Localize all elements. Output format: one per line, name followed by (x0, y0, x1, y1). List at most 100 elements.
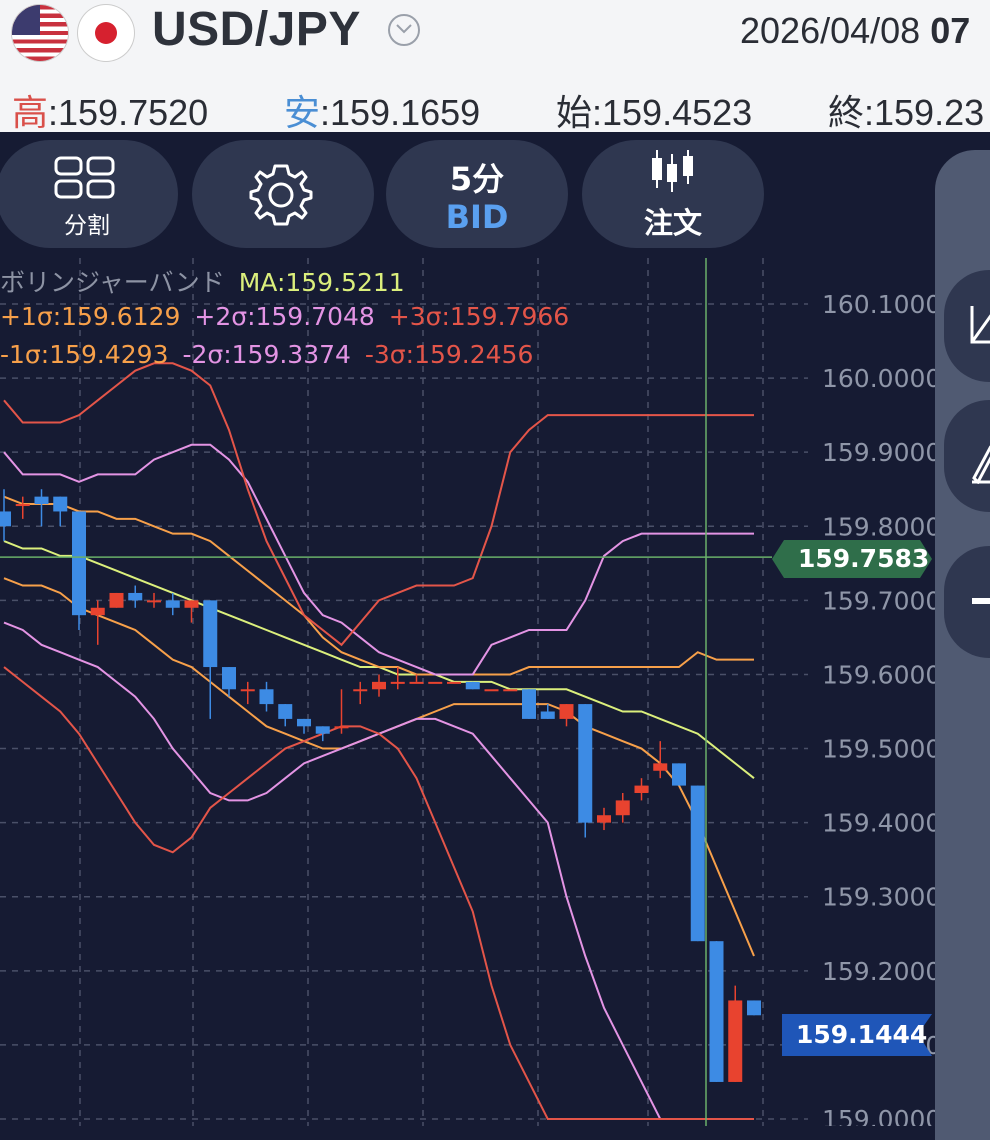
candle-body (728, 1000, 743, 1082)
y-tick-label: 159.2000 (822, 957, 935, 986)
candle-body (428, 681, 443, 684)
date-text: 2026/04/08 (740, 10, 921, 51)
order-label: 注文 (643, 206, 702, 240)
candle-body (222, 667, 236, 690)
time-text: 07 (930, 10, 971, 51)
grid-icon (54, 156, 115, 199)
plus1-sigma: +1σ:159.6129 (0, 302, 181, 331)
candle-body (690, 785, 705, 942)
band-line-x2x (3, 443, 754, 676)
price-type-label: BID (445, 198, 509, 236)
candle-body (278, 704, 293, 719)
chevron-down-icon[interactable] (388, 14, 420, 46)
candle-body (147, 600, 161, 603)
candle-body (259, 689, 274, 705)
candle-body (297, 718, 311, 727)
timestamp: 2026/04/08 07 (740, 10, 970, 52)
candle-body (390, 681, 405, 684)
high-value: :159.7520 (48, 92, 209, 133)
candle-body (72, 511, 86, 616)
minus-icon (972, 598, 990, 604)
period-button[interactable]: 5分 BID (386, 140, 568, 248)
candle-body (184, 600, 199, 608)
y-tick-label: 159.0000 (822, 1105, 935, 1126)
candle-body (165, 600, 180, 608)
candle-body (203, 600, 218, 668)
candle-body (409, 681, 424, 684)
crosshair-price-tag: 159.7583 (772, 540, 932, 578)
split-view-button[interactable]: 分割 (0, 140, 178, 248)
y-tick-label: 159.7000 (822, 586, 935, 615)
jp-flag-icon (78, 5, 134, 61)
candle-body (634, 785, 649, 793)
high-label: 高 (12, 92, 49, 133)
y-tick-label: 159.5000 (822, 735, 935, 764)
open-label: 始 (556, 92, 593, 133)
candle-body (315, 726, 330, 734)
close-value: :159.23 (864, 92, 985, 133)
split-label: 分割 (64, 213, 110, 239)
ohlc-low: 安:159.1659 (284, 84, 480, 136)
candle-body (447, 681, 461, 684)
candle-body (597, 815, 611, 823)
y-tick-label: 160.0000 (822, 364, 935, 393)
close-label: 終 (828, 92, 865, 133)
candle-body (240, 689, 255, 692)
y-tick-label: 159.6000 (822, 660, 935, 689)
candle-body (90, 607, 105, 616)
crosshair-price: 159.7583 (798, 544, 930, 573)
band-line-x3x (3, 666, 754, 1120)
y-tick-label: 159.3000 (822, 883, 935, 912)
ma-value: MA:159.5211 (238, 268, 405, 297)
indicator-legend-row1: ボリンジャーバンド MA:159.5211 (0, 263, 405, 299)
band-line-x1x (3, 495, 754, 676)
candle-body (503, 689, 518, 692)
low-value: :159.1659 (320, 92, 481, 133)
current-price: 159.1444 (796, 1020, 928, 1049)
candle-body (334, 726, 349, 729)
candle-body (672, 763, 686, 786)
price-chart[interactable]: 160.1000 160.0000 159.9000 159.8000 159.7000… (0, 258, 935, 1126)
chart-tool-button[interactable] (944, 270, 990, 382)
candle-body (128, 592, 143, 601)
band-line-MA (3, 540, 755, 779)
candle-body (372, 681, 386, 690)
period-label: 5分 (449, 160, 505, 198)
y-tick-label: 160.1000 (822, 290, 935, 319)
candle-body (559, 704, 574, 719)
candle-body (53, 496, 68, 512)
candle-body (34, 496, 49, 505)
y-tick-label: 159.8000 (822, 512, 935, 541)
us-flag-icon (12, 5, 68, 61)
y-tick-label: 159.9000 (822, 438, 935, 467)
current-price-tag: 159.1444 (782, 1014, 932, 1056)
settings-button[interactable] (192, 140, 374, 248)
trendline-icon (970, 306, 990, 344)
minus2-sigma: -2σ:159.3374 (182, 340, 351, 369)
order-button[interactable]: 注文 (582, 140, 764, 248)
currency-pair-title[interactable]: USD/JPY (152, 3, 361, 56)
candle-body (540, 711, 555, 719)
candlestick-icon (652, 150, 693, 192)
low-label: 安 (284, 92, 321, 133)
plus3-sigma: +3σ:159.7966 (388, 302, 570, 331)
band-line-x1x (3, 577, 755, 957)
candle-body (615, 800, 630, 816)
indicator-legend-row3: -1σ:159.4293 -2σ:159.3374 -3σ:159.2456 (0, 340, 533, 369)
candle-body (709, 941, 724, 1082)
ohlc-open: 始:159.4523 (556, 84, 752, 136)
candle-body (522, 689, 536, 719)
gear-icon (249, 164, 313, 226)
candle-body (747, 1000, 761, 1016)
minus3-sigma: -3σ:159.2456 (364, 340, 534, 369)
zoom-out-button[interactable] (944, 546, 990, 658)
candle-body (653, 763, 668, 771)
indicator-name: ボリンジャーバンド (0, 268, 225, 297)
candle-body (0, 511, 11, 527)
header-bar: USD/JPY 2026/04/08 07 高:159.7520 安:159.1… (0, 0, 990, 133)
draw-tool-button[interactable] (944, 400, 990, 512)
candle-body (353, 689, 368, 692)
indicator-legend-row2: +1σ:159.6129 +2σ:159.7048 +3σ:159.7966 (0, 302, 569, 331)
pencil-icon (972, 445, 990, 484)
candle-body (578, 704, 593, 823)
